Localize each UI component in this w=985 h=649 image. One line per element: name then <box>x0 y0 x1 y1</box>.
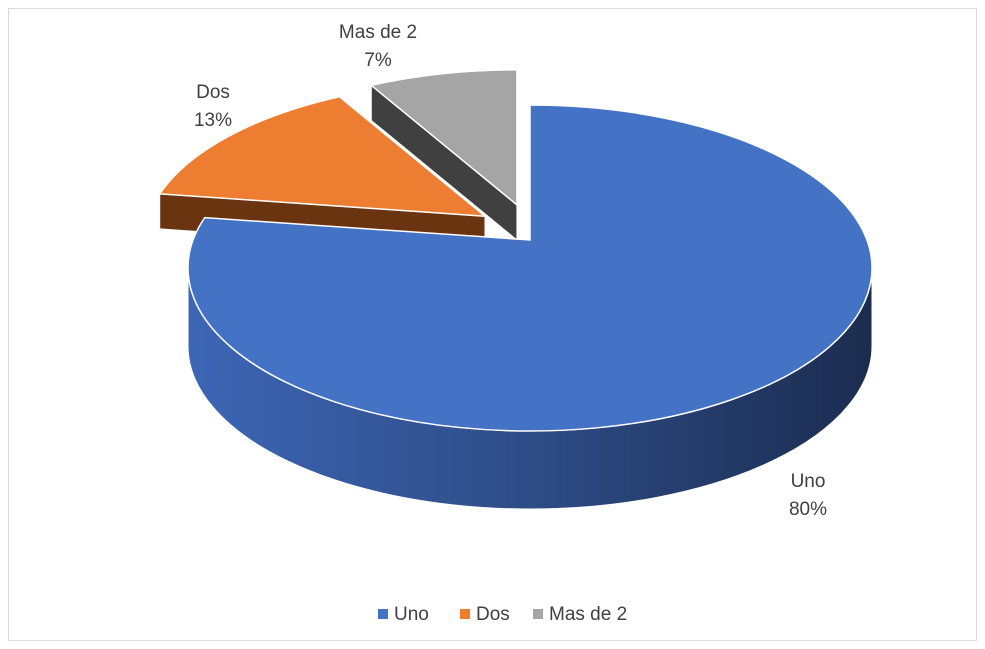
legend-label: Dos <box>476 604 510 625</box>
legend-label: Uno <box>394 604 429 625</box>
slice <box>187 104 873 432</box>
data-label-value: 13% <box>194 110 232 131</box>
data-label-name: Dos <box>196 82 230 103</box>
data-label-value: 7% <box>364 50 392 71</box>
data-label-value: 80% <box>789 499 827 520</box>
slice <box>158 95 488 218</box>
legend-swatch <box>378 609 388 619</box>
legend-swatch <box>533 609 543 619</box>
slice <box>369 69 518 207</box>
legend-swatch <box>460 609 470 619</box>
data-label-name: Mas de 2 <box>339 22 417 43</box>
legend-label: Mas de 2 <box>549 604 627 625</box>
data-label-name: Uno <box>791 471 826 492</box>
